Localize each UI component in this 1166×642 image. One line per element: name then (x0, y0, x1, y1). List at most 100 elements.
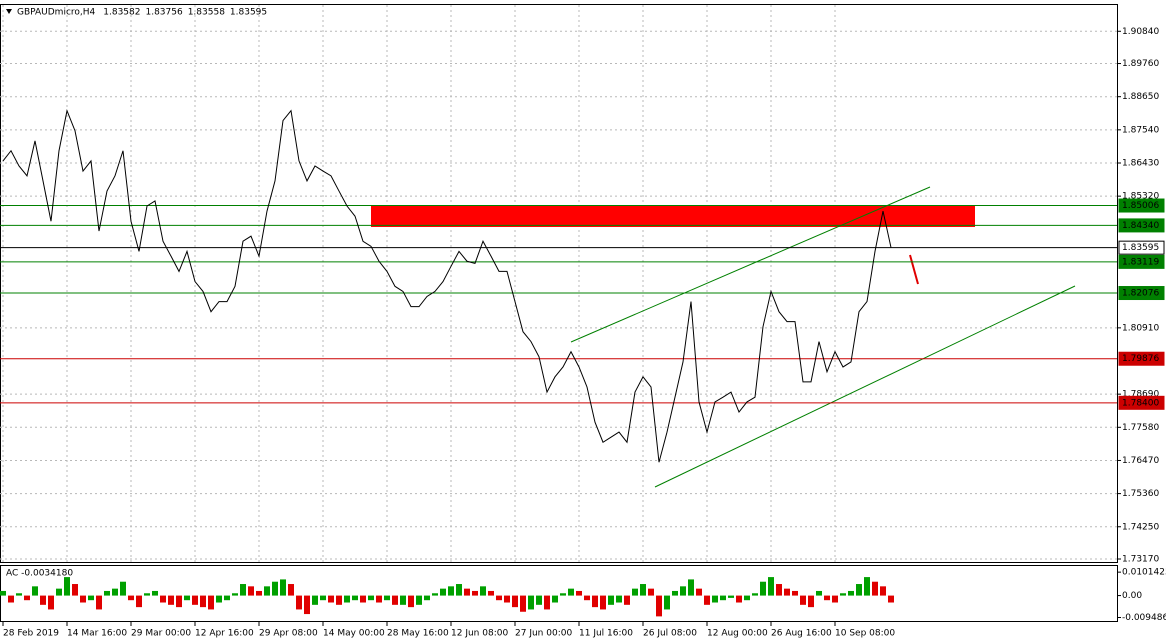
ac-bar (472, 590, 478, 596)
y-tick-label: 0.00 (1122, 591, 1142, 601)
ac-bar (400, 595, 406, 605)
x-tick-label: 28 Feb 2019 (3, 629, 59, 639)
x-tick-label: 10 Sep 08:00 (835, 629, 895, 639)
ac-bar (192, 595, 198, 605)
ohlc-value: 1.83595 (230, 8, 267, 18)
ac-bar (568, 588, 574, 596)
ac-bar (32, 586, 38, 596)
collapse-icon[interactable] (6, 9, 12, 14)
level-label-box (1118, 254, 1165, 269)
ac-bar (392, 595, 398, 605)
ac-bar (864, 577, 870, 596)
ac-bar (672, 590, 678, 596)
ac-bar (232, 593, 238, 596)
ac-bar (464, 588, 470, 596)
ac-bar (576, 590, 582, 596)
ac-bar (152, 590, 158, 596)
ac-bar (832, 595, 838, 603)
ac-bar (856, 584, 862, 596)
ac-bar (816, 590, 822, 596)
y-tick-label: -0.009486 (1122, 613, 1166, 623)
level-label-box (1118, 240, 1165, 255)
ac-bar (336, 595, 342, 605)
ac-bar (640, 584, 646, 596)
ac-bar (264, 586, 270, 596)
y-tick-label: 1.86430 (1122, 158, 1159, 168)
ac-bar (824, 595, 830, 601)
ac-bar (704, 595, 710, 605)
ac-bar (320, 595, 326, 601)
ac-bar (288, 584, 294, 596)
ac-bar (728, 595, 734, 598)
ac-bar (808, 595, 814, 608)
ac-bar (840, 593, 846, 596)
ac-bar (200, 595, 206, 608)
ac-bar (544, 595, 550, 610)
ac-bar (440, 588, 446, 596)
ac-bar (128, 595, 134, 601)
x-tick-label: 29 Mar 00:00 (131, 629, 191, 639)
ac-bar (88, 595, 94, 601)
ac-bar (792, 590, 798, 596)
ac-bar (520, 595, 526, 612)
ac-bar (624, 595, 630, 605)
x-tick-label: 26 Jul 08:00 (643, 629, 697, 639)
ac-bar (800, 595, 806, 605)
ac-bar (384, 595, 390, 601)
ac-bar (768, 577, 774, 596)
ac-bar (504, 595, 510, 603)
x-tick-label: 27 Jun 00:00 (515, 629, 572, 639)
x-tick-label: 26 Aug 16:00 (771, 629, 832, 639)
ohlc-value: 1.83756 (145, 8, 182, 18)
ac-bar (24, 595, 30, 601)
ac-bar (272, 581, 278, 596)
ac-bar (432, 593, 438, 596)
y-tick-label: 1.87540 (1122, 125, 1159, 135)
resistance-zone (371, 206, 975, 227)
ac-bar (448, 586, 454, 596)
ac-bar (80, 595, 86, 603)
ac-bar (752, 593, 758, 596)
ac-bar (352, 595, 358, 601)
x-tick-label: 28 May 16:00 (387, 629, 449, 639)
ac-bar (776, 584, 782, 596)
level-label: 1.85006 (1122, 201, 1159, 211)
y-tick-label: 1.88650 (1122, 92, 1159, 102)
ac-bar (312, 595, 318, 605)
y-tick-label: 1.75360 (1122, 489, 1159, 499)
y-tick-label: 0.0101425 (1122, 568, 1166, 578)
ac-bar (240, 584, 246, 596)
ac-bar (680, 586, 686, 596)
indicator-frame (0, 565, 1118, 622)
ac-bar (144, 593, 150, 596)
ac-bar (40, 595, 46, 605)
main-frame (0, 4, 1118, 563)
ac-bar (560, 593, 566, 596)
y-tick-label: 1.77580 (1122, 423, 1159, 433)
y-tick-label: 1.73170 (1122, 555, 1159, 565)
ac-bar (592, 595, 598, 608)
ac-bar (536, 595, 542, 605)
channel-upper (570, 186, 931, 343)
ac-bar (368, 595, 374, 601)
ac-bar (616, 595, 622, 603)
ac-bar (656, 595, 662, 617)
ac-bar (744, 595, 750, 601)
ac-bar (360, 595, 366, 603)
level-label-box (1118, 218, 1165, 233)
level-label: 1.83119 (1122, 257, 1159, 267)
ac-bar (424, 595, 430, 601)
y-tick-label: 1.85320 (1122, 192, 1159, 202)
x-tick-label: 12 Aug 00:00 (707, 629, 768, 639)
ac-bar (552, 595, 558, 603)
ohlc-value: 1.83582 (103, 8, 140, 18)
ac-bar (880, 586, 886, 596)
ac-bar (296, 595, 302, 610)
channel-lower (654, 285, 1076, 488)
ac-bar (176, 595, 182, 608)
x-tick-label: 14 Mar 16:00 (67, 629, 127, 639)
ac-bar (112, 588, 118, 596)
ac-bar (16, 593, 22, 596)
grid (0, 5, 1117, 562)
